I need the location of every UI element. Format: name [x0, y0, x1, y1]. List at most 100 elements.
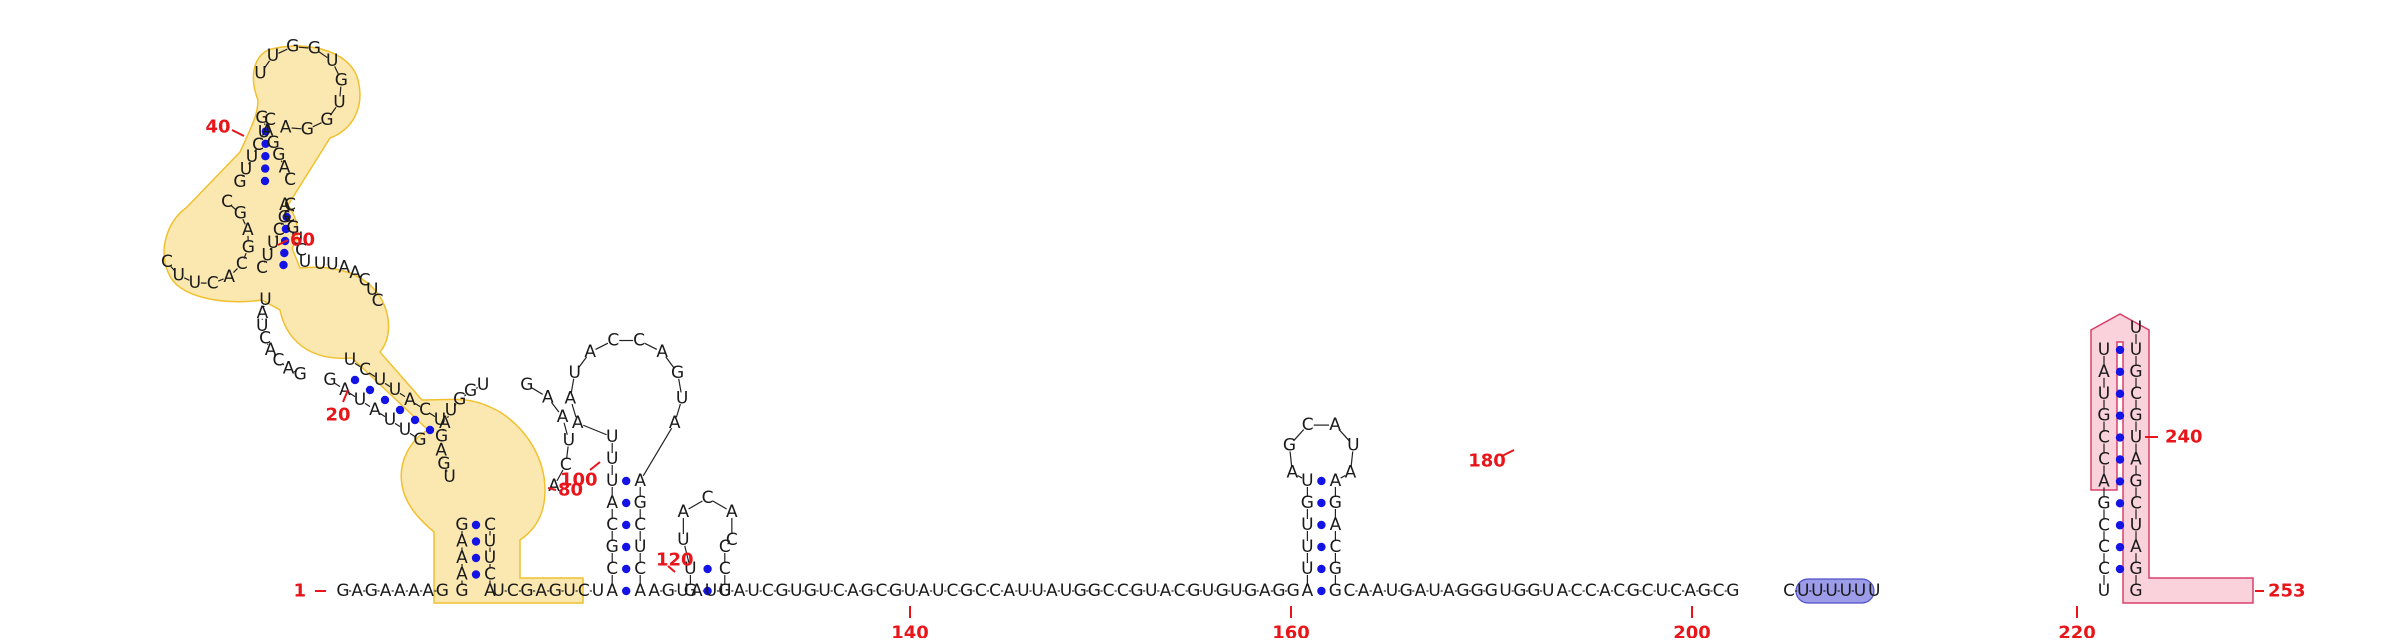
- domain-loop: G: [286, 37, 299, 57]
- baseline-nucleotide: G: [365, 581, 378, 601]
- baseline-nucleotide: C: [1103, 581, 1115, 601]
- baseline-nucleotide: C: [1174, 581, 1186, 601]
- domain-loop: G: [320, 110, 333, 130]
- baseline-nucleotide: A: [535, 581, 547, 601]
- hairpin-180-loop: C: [1302, 415, 1314, 435]
- hairpin-240-stem: U: [2098, 581, 2110, 601]
- domain-loop: C: [161, 252, 173, 272]
- baseline-nucleotide: G: [1272, 581, 1285, 601]
- position-label: 1: [293, 581, 306, 602]
- domain-loop: U: [314, 254, 326, 274]
- base-pair-dot: [261, 164, 269, 172]
- hairpin-180-stem: U: [1301, 537, 1313, 557]
- baseline-nucleotide: A: [408, 581, 420, 601]
- base-pair-dot: [2116, 368, 2124, 376]
- tail-nucleotide: U: [1811, 581, 1823, 601]
- baseline-nucleotide: U: [904, 581, 916, 601]
- hairpin-120-loop: A: [678, 502, 690, 522]
- position-label: 100: [560, 470, 598, 491]
- domain-loop: U: [259, 290, 271, 310]
- domain-helix: U: [299, 252, 311, 272]
- domain-loop: U: [267, 46, 279, 66]
- baseline-nucleotide: C: [875, 581, 887, 601]
- hairpin-240-stem: U: [2098, 384, 2110, 404]
- baseline-nucleotide: G: [549, 581, 562, 601]
- base-pair-dot: [703, 565, 711, 573]
- baseline-nucleotide: A: [380, 581, 392, 601]
- baseline-nucleotide: G: [1698, 581, 1711, 601]
- domain-loop: U: [326, 51, 338, 71]
- domain-loop: C: [221, 192, 233, 212]
- domain-loop: U: [254, 64, 266, 84]
- baseline-nucleotide: A: [1259, 581, 1271, 601]
- domain-helix: A: [404, 390, 416, 410]
- hairpin-100-loop: C: [633, 331, 645, 351]
- hairpin-120-loop: U: [677, 530, 689, 550]
- baseline-nucleotide: C: [1585, 581, 1597, 601]
- highlighted-nucleotide: U: [1542, 581, 1554, 601]
- baseline-nucleotide: G: [1726, 581, 1739, 601]
- hairpin-180-stem: U: [1301, 559, 1313, 579]
- domain-loop: G: [308, 39, 321, 59]
- domain-helix: G: [323, 370, 336, 390]
- baseline-nucleotide: A: [422, 581, 434, 601]
- domain-loop: G: [520, 375, 533, 395]
- baseline-nucleotide: A: [1160, 581, 1172, 601]
- hairpin-240-stem: U: [2130, 318, 2142, 338]
- baseline-nucleotide: A: [1415, 581, 1427, 601]
- baseline-nucleotide: C: [1571, 581, 1583, 601]
- baseline-nucleotide: G: [436, 581, 449, 601]
- position-label: 240: [2165, 427, 2203, 448]
- base-pair-dot: [351, 376, 359, 384]
- hairpin-100-stem: C: [634, 515, 646, 535]
- hairpin-100-stem: G: [606, 537, 619, 557]
- base-pair-dot: [1317, 477, 1325, 485]
- base-pair-dot: [622, 521, 630, 529]
- hairpin-100-loop-bond: [644, 343, 656, 349]
- base-pair-dot: [280, 249, 288, 257]
- baseline-nucleotide: G: [1244, 581, 1257, 601]
- position-label: 160: [1272, 623, 1310, 639]
- hairpin-100-loop: A: [584, 342, 596, 362]
- base-pair-dot: [622, 587, 630, 595]
- base-pair-dot: [2116, 565, 2124, 573]
- hairpin-180-loop: A: [1345, 463, 1357, 483]
- baseline-nucleotide: U: [1060, 581, 1072, 601]
- position-label: 253: [2268, 581, 2306, 602]
- domain-loop: G: [294, 365, 307, 385]
- baseline-nucleotide: C: [975, 581, 987, 601]
- hairpin-240-stem: U: [2130, 515, 2142, 535]
- domain-helix: C: [359, 360, 371, 380]
- baseline-nucleotide: G: [1471, 581, 1484, 601]
- base-pair-dot: [622, 477, 630, 485]
- hairpin-100-stem: A: [634, 581, 646, 601]
- baseline-nucleotide: U: [818, 581, 830, 601]
- base-pair-dot: [411, 416, 419, 424]
- baseline-nucleotide: C: [1642, 581, 1654, 601]
- domain-stem: G: [455, 515, 468, 535]
- baseline-nucleotide: A: [1557, 581, 1569, 601]
- domain-loop: A: [223, 267, 235, 287]
- domain-loop: A: [542, 387, 554, 407]
- hairpin-240-stem: G: [2129, 581, 2142, 601]
- baseline-nucleotide: G: [960, 581, 973, 601]
- baseline-nucleotide: U: [1386, 581, 1398, 601]
- baseline-nucleotide: C: [1713, 581, 1725, 601]
- domain-loop: C: [207, 273, 219, 293]
- hairpin-100-stem: A: [606, 581, 618, 601]
- highlighted-nucleotide: G: [1527, 581, 1540, 601]
- hairpin-100-stem: U: [634, 537, 646, 557]
- domain-helix: U: [384, 410, 396, 430]
- hairpin-240-stem: G: [2129, 406, 2142, 426]
- tail-nucleotide: U: [1868, 581, 1880, 601]
- baseline-nucleotide: A: [1003, 581, 1015, 601]
- domain-loop: G: [335, 71, 348, 91]
- baseline-nucleotide: A: [734, 581, 746, 601]
- hairpin-120-stem: C: [719, 559, 731, 579]
- base-pair-dot: [1317, 565, 1325, 573]
- hairpin-100-loop: A: [669, 413, 681, 433]
- base-pair-dot: [472, 570, 480, 578]
- position-label: 220: [2058, 623, 2096, 639]
- baseline-nucleotide: G: [662, 581, 675, 601]
- domain-loop: U: [333, 92, 345, 112]
